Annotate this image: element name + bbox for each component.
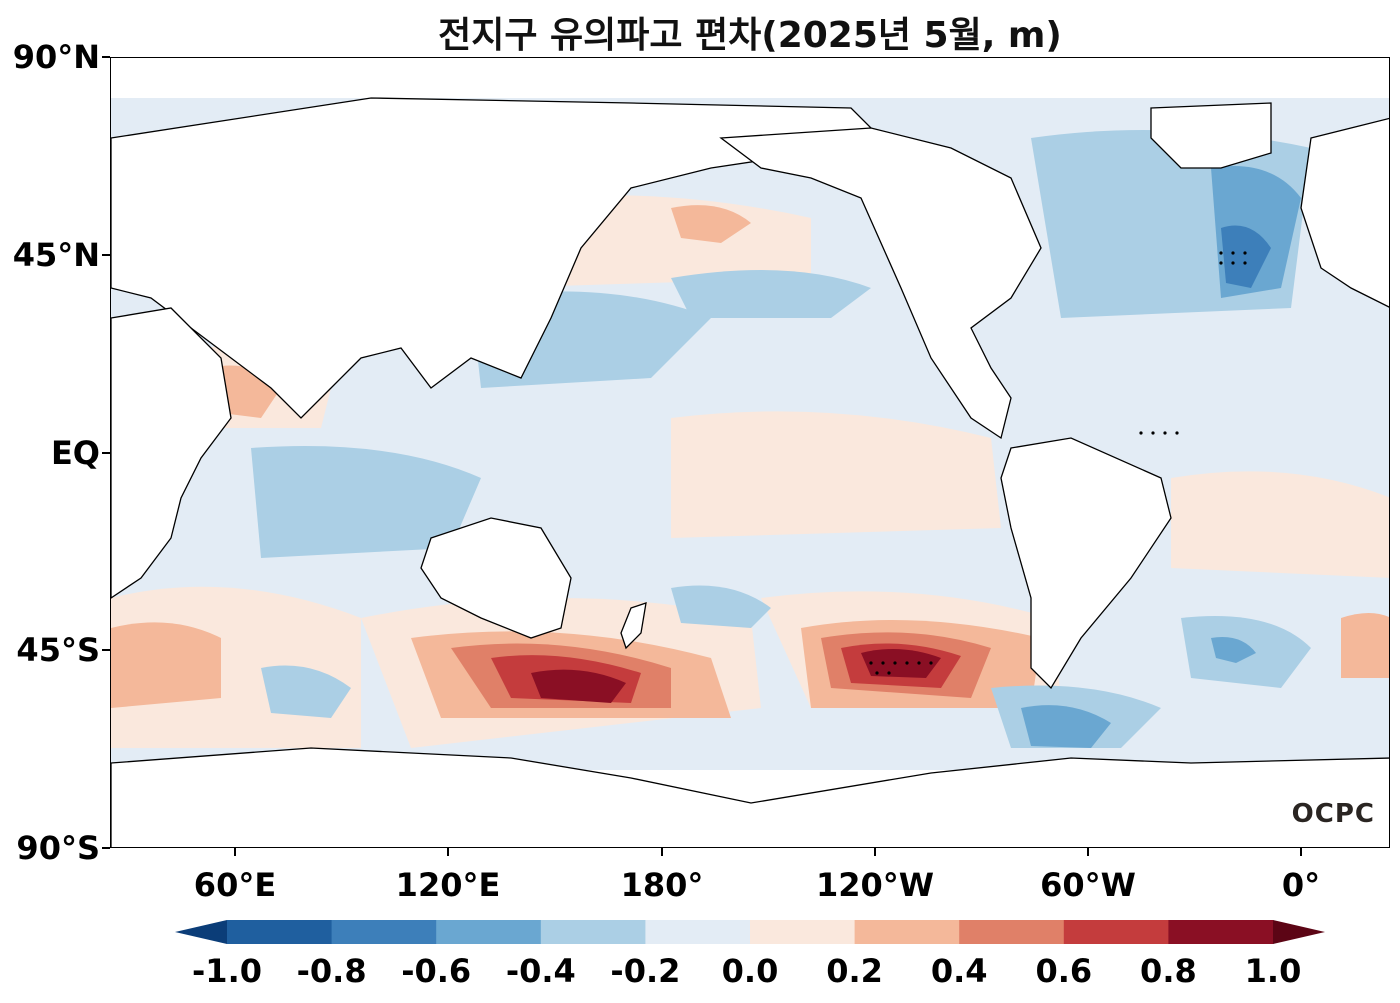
positive-anomaly-region: [1171, 471, 1389, 578]
positive-anomaly-region: [861, 649, 941, 678]
negative-anomaly-region: [1221, 225, 1271, 288]
negative-anomaly-region: [1211, 637, 1256, 663]
colorbar-bin: [959, 920, 1065, 944]
australia-land: [420, 517, 572, 639]
positive-anomaly-region: [671, 205, 751, 243]
colorbar-tick-label: 0.6: [1035, 952, 1093, 990]
north-america-land: [719, 127, 1042, 440]
lon-tick: [661, 848, 663, 856]
colorbar-tick-label: 0.4: [930, 952, 988, 990]
colorbar-bin: [750, 920, 856, 944]
lon-label-120e: 120°E: [395, 866, 501, 904]
significance-stippling: [869, 251, 1247, 675]
colorbar-bin: [1063, 920, 1169, 944]
positive-anomaly-region: [1341, 613, 1389, 678]
colorbar-tick-label: -0.4: [505, 952, 576, 990]
lat-label-eq: EQ: [50, 434, 100, 472]
lon-tick: [1087, 848, 1089, 856]
lat-tick: [102, 254, 110, 256]
colorbar-bin: [331, 920, 437, 944]
lon-tick: [447, 848, 449, 856]
land-masses: [111, 97, 1389, 847]
colorbar-tick-label: 0.2: [826, 952, 883, 990]
lon-label-60e: 60°E: [193, 866, 277, 904]
lat-label-90n: 90°N: [12, 38, 100, 76]
colorbar-extend-high: [1273, 920, 1325, 944]
colorbar-tick-label: -0.6: [401, 952, 472, 990]
colorbar-extend-low: [175, 920, 227, 944]
lon-tick: [874, 848, 876, 856]
lat-tick: [102, 56, 110, 58]
lon-label-120w: 120°W: [815, 866, 935, 904]
africa-land: [111, 307, 232, 599]
lat-label-90s: 90°S: [16, 829, 100, 867]
negative-anomaly-region: [261, 665, 351, 718]
positive-anomaly-region: [111, 622, 221, 708]
eurasia-land: [111, 97, 873, 419]
antarctica-land: [111, 747, 1389, 847]
colorbar-bin: [436, 920, 542, 944]
anomaly-field: [111, 97, 1389, 847]
colorbar-tick-label: -1.0: [192, 952, 262, 990]
negative-anomaly-region: [251, 446, 481, 558]
negative-anomaly-region: [671, 270, 871, 318]
map-area: OCPC: [110, 57, 1390, 848]
colorbar-bin: [854, 920, 960, 944]
lat-tick: [102, 847, 110, 849]
lat-label-45s: 45°S: [16, 631, 100, 669]
colorbar-tick-label: 1.0: [1244, 952, 1302, 990]
greenland-land: [1150, 102, 1272, 169]
lat-tick: [102, 649, 110, 651]
lon-label-60w: 60°W: [1040, 866, 1136, 904]
lon-label-0: 0°: [1281, 866, 1321, 904]
ocpc-logo: OCPC: [1291, 799, 1375, 829]
colorbar-tick-label: -0.2: [610, 952, 681, 990]
colorbar: [175, 920, 1325, 944]
colorbar-tick-label: 0.0: [721, 952, 779, 990]
lon-label-180: 180°: [620, 866, 704, 904]
colorbar-bin: [1168, 920, 1274, 944]
lat-label-45n: 45°N: [12, 236, 100, 274]
new-zealand-land: [620, 602, 647, 650]
positive-anomaly-region: [531, 669, 626, 703]
negative-anomaly-region: [1021, 705, 1111, 748]
colorbar-tick-label: -0.8: [296, 952, 367, 990]
positive-anomaly-region: [671, 411, 1001, 538]
colorbar-bin: [227, 920, 333, 944]
colorbar-bin: [540, 920, 646, 944]
lat-tick: [102, 452, 110, 454]
south-america-land: [1000, 437, 1172, 690]
lon-tick: [234, 848, 236, 856]
colorbar-bin: [645, 920, 751, 944]
map-title: 전지구 유의파고 편차(2025년 5월, m): [438, 15, 1062, 56]
europe-land: [1300, 117, 1389, 308]
lon-tick: [1300, 848, 1302, 856]
negative-anomaly-region: [671, 585, 771, 628]
colorbar-tick-label: 0.8: [1140, 952, 1197, 990]
